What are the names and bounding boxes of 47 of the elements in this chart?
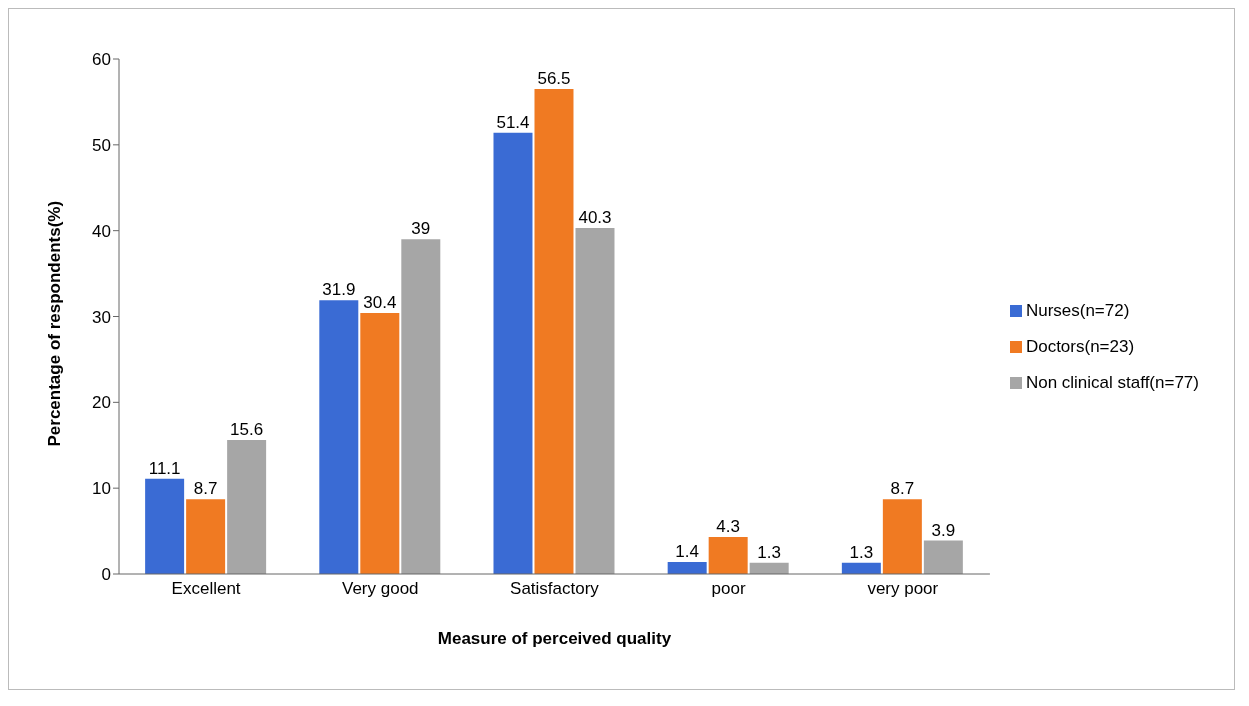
data-label: 51.4 (496, 112, 530, 132)
data-label: 40.3 (578, 208, 612, 228)
data-label: 11.1 (148, 458, 181, 478)
y-tick-label: 0 (101, 565, 111, 585)
data-label: 1.4 (675, 541, 699, 561)
x-tick-label: very poor (867, 579, 939, 599)
bar (667, 561, 707, 574)
legend-label: Nurses(n=72) (1025, 300, 1130, 320)
data-label: 8.7 (890, 479, 915, 499)
bar (749, 562, 789, 574)
y-tick-label: 40 (92, 221, 111, 241)
bar (493, 132, 533, 574)
data-label: 1.3 (849, 542, 874, 562)
bar (186, 499, 226, 574)
bar (534, 89, 574, 574)
x-tick-label: Satisfactory (510, 579, 600, 599)
y-tick-label: 30 (92, 307, 111, 327)
bar (319, 300, 359, 574)
bar (575, 228, 615, 574)
data-label: 30.4 (363, 293, 397, 313)
y-tick-label: 60 (92, 50, 111, 70)
bar (360, 313, 400, 574)
data-label: 1.3 (757, 542, 781, 562)
data-label: 8.7 (193, 479, 218, 499)
y-tick-label: 20 (92, 393, 111, 413)
x-tick-label: Excellent (171, 579, 241, 599)
bar (401, 239, 441, 574)
data-label: 4.3 (716, 517, 740, 537)
legend-label: Non clinical staff(n=77) (1025, 372, 1199, 392)
bar (227, 440, 267, 574)
data-label: 39 (411, 219, 431, 239)
data-label: 15.6 (230, 420, 264, 440)
data-label: 31.9 (322, 280, 356, 300)
legend-label: Doctors(n=23) (1025, 336, 1135, 356)
y-tick-label: 50 (92, 135, 111, 155)
x-axis-title: Measure of perceived quality (437, 629, 672, 648)
bar (708, 537, 748, 574)
x-tick-label: poor (711, 579, 746, 599)
data-label: 3.9 (931, 520, 956, 540)
bar (882, 499, 922, 574)
x-tick-label: Very good (341, 579, 419, 599)
bar (923, 540, 963, 574)
y-tick-label: 10 (92, 479, 111, 499)
bar (145, 478, 185, 574)
y-axis-title: Percentage of respondents(%) (45, 200, 65, 447)
bar (841, 562, 881, 574)
data-label: 56.5 (537, 69, 571, 89)
